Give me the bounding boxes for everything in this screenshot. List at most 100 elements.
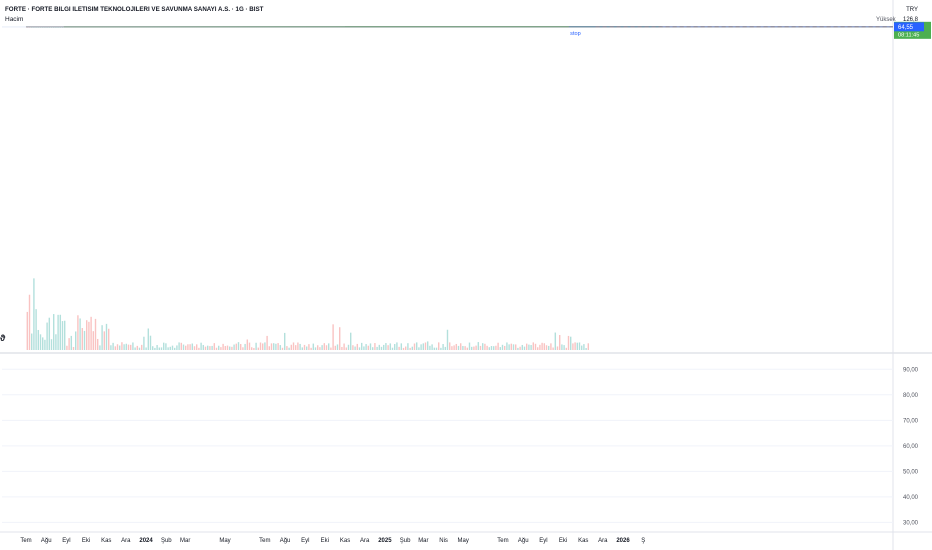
- volume-bar: [165, 343, 167, 350]
- time-tick-label: Eki: [321, 538, 329, 544]
- volume-bar: [253, 347, 255, 350]
- volume-bar: [508, 344, 510, 350]
- volume-bar: [66, 345, 68, 350]
- volume-bar: [534, 343, 537, 350]
- volume-bar: [149, 335, 152, 350]
- volume-bar: [350, 332, 352, 350]
- volume-bar: [361, 342, 363, 350]
- volume-bar: [407, 343, 409, 350]
- stop-label: stop: [570, 31, 581, 37]
- volume-bar: [255, 342, 257, 350]
- volume-bar: [112, 342, 114, 350]
- volume-bar: [556, 346, 559, 350]
- countdown-label: 08:11:45: [898, 32, 919, 38]
- volume-bar: [504, 345, 506, 350]
- volume-bar: [587, 343, 590, 350]
- volume-bar: [565, 347, 568, 350]
- volume-bar: [497, 342, 499, 350]
- volume-bar: [264, 342, 266, 350]
- time-tick-label: Ağu: [280, 538, 291, 544]
- volume-bar: [138, 347, 141, 350]
- volume-bar: [400, 343, 403, 350]
- volume-bar: [116, 344, 119, 350]
- volume-bar: [398, 346, 400, 350]
- stop-price-tag-bg: [894, 22, 924, 32]
- volume-bar: [341, 346, 343, 350]
- high-label: Yüksek: [876, 17, 897, 23]
- volume-bar: [411, 346, 414, 350]
- volume-bar: [460, 343, 462, 350]
- volume-bar: [380, 346, 383, 350]
- volume-bar: [246, 339, 249, 350]
- volume-bar: [576, 342, 579, 350]
- time-tick-label: Nis: [439, 538, 448, 544]
- volume-bar: [26, 311, 29, 350]
- volume-bar: [215, 347, 218, 350]
- volume-bar: [378, 344, 381, 350]
- volume-bar: [347, 344, 350, 350]
- volume-bar: [455, 343, 458, 350]
- volume-bar: [339, 327, 341, 350]
- volume-bar: [90, 316, 92, 350]
- volume-bar: [270, 343, 273, 350]
- volume-bar: [548, 345, 550, 350]
- volume-bar: [330, 347, 332, 350]
- volume-bar: [48, 317, 51, 350]
- volume-bar: [367, 345, 370, 350]
- time-tick-label: Eki: [559, 538, 567, 544]
- time-tick-label: Kas: [340, 538, 350, 544]
- volume-bar: [57, 314, 59, 350]
- volume-bar: [433, 347, 436, 350]
- volume-bar: [365, 344, 367, 350]
- volume-bar: [396, 342, 398, 350]
- volume-bar: [449, 342, 451, 350]
- volume-bar: [171, 345, 174, 350]
- time-tick-label: Kas: [578, 538, 588, 544]
- volume-bar: [105, 323, 108, 350]
- volume-bar: [583, 344, 585, 350]
- volume-bar: [277, 343, 279, 350]
- tradingview-logo-icon[interactable]: ϑ: [0, 333, 6, 343]
- volume-bar: [204, 346, 207, 350]
- volume-bar: [545, 345, 548, 350]
- volume-bar: [123, 344, 125, 350]
- volume-bar: [79, 318, 81, 350]
- lower-pane-tick-label: 30,00: [903, 520, 919, 526]
- volume-bar: [268, 346, 271, 350]
- volume-bar: [312, 343, 315, 350]
- volume-bar: [435, 347, 438, 350]
- volume-bar: [28, 294, 31, 350]
- volume-bar: [541, 342, 543, 350]
- volume-bar: [46, 322, 48, 350]
- stop-price-tag: 64,55: [898, 25, 914, 31]
- volume-bar: [506, 342, 508, 350]
- time-tick-label: Şub: [161, 538, 172, 544]
- volume-bar: [39, 334, 42, 350]
- volume-bar: [281, 347, 284, 350]
- lower-pane-tick-label: 40,00: [903, 495, 919, 501]
- volume-bar: [319, 347, 321, 350]
- volume-bar: [180, 342, 183, 350]
- volume-bar: [358, 347, 361, 350]
- lower-pane-tick-label: 70,00: [903, 418, 919, 424]
- volume-bar: [202, 344, 205, 350]
- volume-bar: [114, 346, 117, 350]
- volume-bar: [207, 345, 209, 350]
- volume-bar: [233, 344, 235, 350]
- volume-bar: [336, 344, 339, 350]
- volume-bar: [297, 342, 299, 350]
- volume-bar: [147, 328, 150, 350]
- volume-bar: [141, 344, 143, 350]
- lower-pane-tick-label: 80,00: [903, 393, 919, 399]
- volume-bar: [501, 344, 504, 350]
- volume-bar: [466, 347, 469, 350]
- volume-bar: [92, 331, 95, 350]
- volume-bar: [352, 345, 354, 350]
- currency-label[interactable]: TRY: [906, 7, 918, 13]
- volume-bar: [495, 345, 497, 350]
- time-tick-label: Eyl: [539, 538, 547, 544]
- volume-bar: [169, 346, 172, 350]
- volume-bar: [160, 347, 163, 350]
- volume-bar: [182, 344, 185, 350]
